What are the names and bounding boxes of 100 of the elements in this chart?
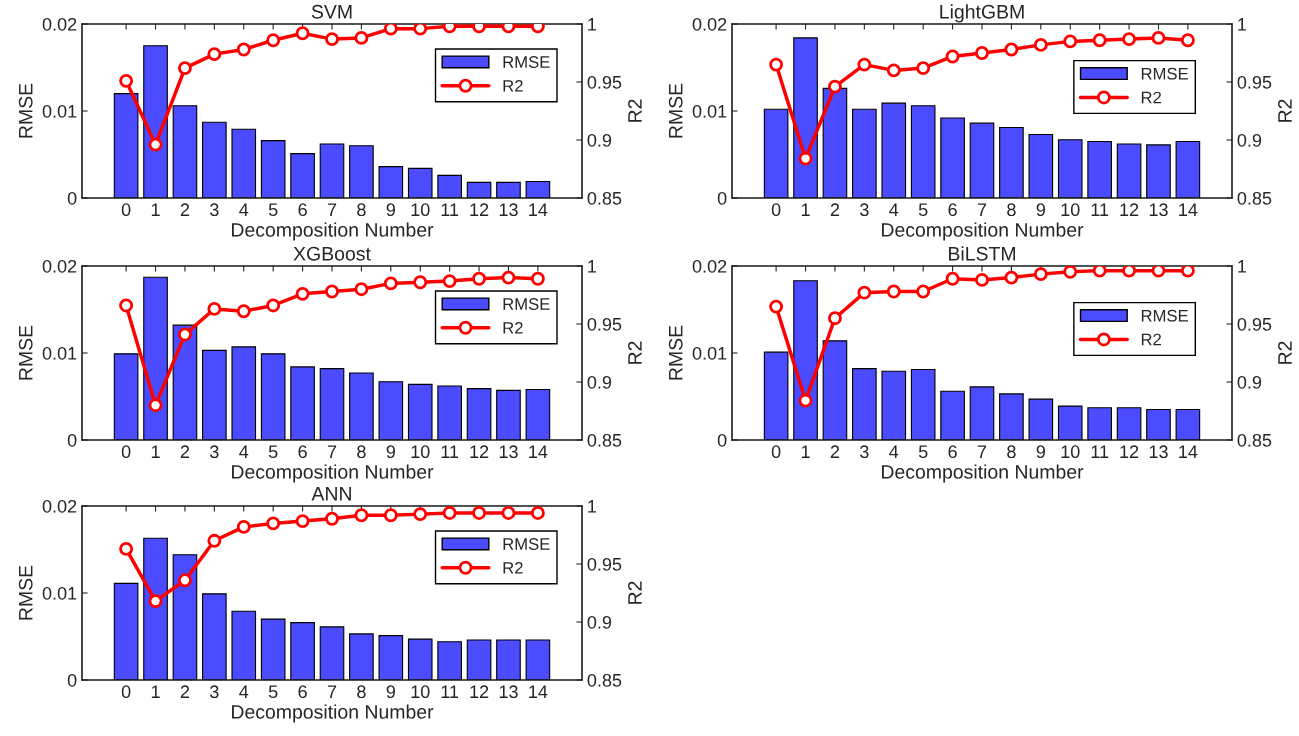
y2-tick-label: 0.85 xyxy=(587,673,622,687)
point xyxy=(916,284,931,299)
y2-tick-label: 0.9 xyxy=(587,133,612,147)
chart-title: LightGBM xyxy=(940,4,1024,23)
point xyxy=(207,533,222,548)
x-tick-label: 4 xyxy=(239,203,249,216)
y-axis-title: RMSE xyxy=(668,83,683,138)
y-tick-label: 0 xyxy=(67,673,77,687)
x-tick-label: 7 xyxy=(327,445,337,458)
point xyxy=(501,506,516,520)
x-tick-label: 13 xyxy=(1149,445,1168,459)
bar xyxy=(940,390,965,440)
y-tick-label: 0.02 xyxy=(692,17,727,31)
point xyxy=(1092,33,1107,48)
bar xyxy=(231,128,257,198)
point xyxy=(266,33,281,48)
y2-tick-label: 0.85 xyxy=(587,191,622,205)
bar xyxy=(113,353,139,440)
y2-axis-title: R2 xyxy=(1278,341,1292,364)
bar xyxy=(407,383,433,440)
x-tick-label: 9 xyxy=(386,685,395,699)
bar xyxy=(525,180,551,198)
bar xyxy=(407,167,433,198)
y2-tick-label: 0.95 xyxy=(587,557,622,571)
x-tick-label: 1 xyxy=(801,445,810,458)
point xyxy=(1033,37,1048,52)
x-tick-label: 0 xyxy=(121,445,131,459)
point xyxy=(148,594,163,609)
x-tick-label: 5 xyxy=(918,203,928,217)
x-tick-label: 11 xyxy=(441,445,459,458)
bar xyxy=(437,174,462,198)
point xyxy=(148,398,163,413)
x-tick-label: 2 xyxy=(180,685,190,698)
point xyxy=(975,46,989,60)
point xyxy=(383,276,398,291)
y-tick-label: 0.01 xyxy=(42,586,77,600)
bar xyxy=(822,340,848,440)
point xyxy=(119,541,134,556)
bar xyxy=(852,368,877,440)
x-tick-label: 4 xyxy=(239,445,249,458)
bar xyxy=(1028,398,1054,440)
x-tick-label: 1 xyxy=(151,685,160,698)
bar xyxy=(378,166,404,198)
y2-tick-label: 1 xyxy=(1238,260,1247,273)
y2-tick-label: 1 xyxy=(1238,18,1247,31)
x-tick-label: 11 xyxy=(441,685,459,698)
point xyxy=(325,32,339,47)
x-tick-label: 2 xyxy=(830,445,840,458)
x-tick-label: 8 xyxy=(1007,445,1016,459)
bar xyxy=(1146,144,1171,198)
bar xyxy=(143,45,168,198)
x-tick-label: 12 xyxy=(470,685,489,698)
bar xyxy=(231,346,257,440)
y2-tick-label: 0.85 xyxy=(587,433,622,447)
legend-label: R2 xyxy=(1141,91,1161,104)
x-tick-label: 6 xyxy=(298,445,307,459)
x-tick-label: 12 xyxy=(470,445,489,458)
x-tick-label: 6 xyxy=(298,685,307,699)
bar xyxy=(881,370,907,440)
bar xyxy=(999,393,1024,440)
bar xyxy=(1116,407,1142,440)
x-tick-label: 7 xyxy=(327,685,337,698)
chart-title: BiLSTM xyxy=(949,246,1015,261)
y-tick-label: 0 xyxy=(717,191,727,205)
bar xyxy=(910,105,936,198)
x-tick-label: 14 xyxy=(1179,203,1198,216)
point xyxy=(945,49,960,64)
bar xyxy=(143,537,168,680)
point xyxy=(1092,266,1107,278)
bar xyxy=(822,87,848,198)
x-tick-label: 6 xyxy=(948,203,957,217)
x-tick-label: 7 xyxy=(977,445,987,458)
x-tick-label: 12 xyxy=(470,203,489,216)
y-tick-label: 0.01 xyxy=(692,346,727,360)
point xyxy=(1063,266,1078,279)
point xyxy=(413,275,428,290)
legend-label: R2 xyxy=(503,321,523,334)
x-tick-label: 10 xyxy=(1061,203,1080,217)
bar xyxy=(1175,140,1201,198)
point xyxy=(295,286,310,301)
bar xyxy=(999,126,1024,198)
legend-label: RMSE xyxy=(503,56,550,68)
point xyxy=(325,284,339,299)
y2-axis-title: R2 xyxy=(628,99,642,122)
x-tick-label: 6 xyxy=(298,203,307,217)
bar xyxy=(525,388,551,440)
point xyxy=(886,63,901,78)
bar xyxy=(793,37,818,198)
bar xyxy=(763,108,789,198)
bar xyxy=(1057,405,1083,440)
x-tick-label: 3 xyxy=(210,203,219,217)
point xyxy=(886,284,901,299)
point xyxy=(530,506,545,520)
y2-axis-title: R2 xyxy=(1278,99,1292,122)
x-tick-label: 9 xyxy=(1036,203,1045,217)
y-tick-label: 0.01 xyxy=(42,104,77,118)
chart-title: ANN xyxy=(311,487,351,501)
y2-tick-label: 0.9 xyxy=(587,615,612,629)
legend-label: RMSE xyxy=(1141,67,1188,80)
point xyxy=(236,304,251,319)
